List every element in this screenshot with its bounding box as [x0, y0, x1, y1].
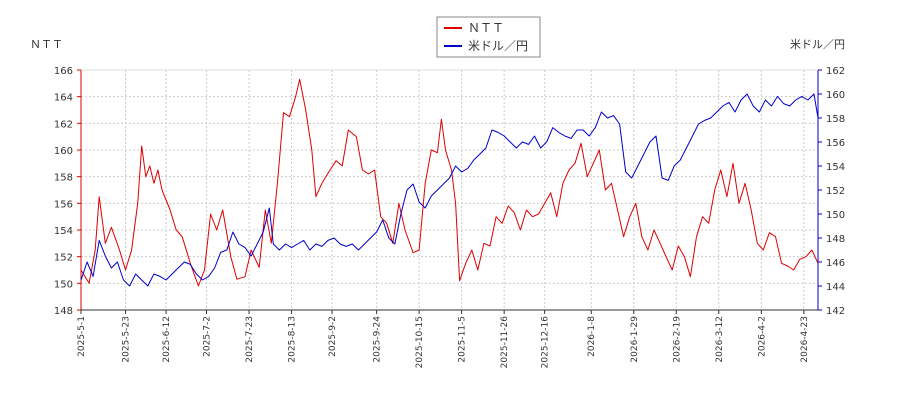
- x-tick-label: 2026-2-19: [672, 316, 682, 363]
- left-tick-label: 164: [54, 93, 73, 104]
- legend-label-usdjpy: 米ドル／円: [468, 39, 528, 53]
- x-tick-label: 2025-7-2: [203, 316, 213, 357]
- left-tick-label: 160: [54, 146, 73, 157]
- x-tick-label: 2025-10-15: [415, 316, 425, 368]
- x-tick-label: 2025-7-23: [245, 316, 255, 363]
- x-tick-label: 2025-6-12: [162, 316, 172, 363]
- right-tick-label: 162: [826, 66, 845, 77]
- right-tick-label: 150: [826, 210, 845, 221]
- x-axis: 2025-5-1 2025-5-23 2025-6-12 2025-7-2 2025-7…: [77, 310, 810, 368]
- legend-label-ntt: ＮＴＴ: [468, 21, 504, 35]
- x-tick-label: 2025-11-26: [500, 316, 510, 369]
- x-tick-label: 2025-9-24: [373, 316, 383, 363]
- left-axis-label: ＮＴＴ: [30, 38, 63, 51]
- left-tick-label: 150: [54, 279, 73, 290]
- left-tick-label: 162: [54, 119, 73, 130]
- left-tick-label: 166: [54, 66, 73, 77]
- series-line-ntt: [80, 78, 819, 287]
- right-tick-label: 160: [826, 90, 845, 101]
- x-tick-label: 2026-1-8: [587, 316, 597, 357]
- right-axis-label: 米ドル／円: [790, 38, 845, 51]
- x-tick-label: 2026-4-23: [800, 316, 810, 363]
- left-tick-label: 154: [54, 226, 73, 237]
- right-tick-label: 152: [826, 186, 845, 197]
- right-tick-label: 156: [826, 138, 845, 149]
- right-tick-label: 154: [826, 162, 845, 173]
- left-tick-label: 152: [54, 253, 73, 264]
- right-axis: 142 144 146 148 150 152 154 156 158 160 162: [818, 66, 845, 317]
- legend-box: [436, 16, 541, 58]
- x-tick-label: 2025-5-1: [77, 316, 87, 357]
- left-tick-label: 156: [54, 199, 73, 210]
- right-tick-label: 148: [826, 234, 845, 245]
- right-tick-label: 144: [826, 282, 845, 293]
- left-axis: 148 150 152 154 156 158 160 162 164 166: [54, 66, 81, 317]
- plot-frame: [80, 69, 819, 311]
- legend: ＮＴＴ 米ドル／円: [436, 16, 541, 58]
- x-tick-label: 2026-4-2: [757, 316, 767, 357]
- right-tick-label: 142: [826, 306, 845, 317]
- right-tick-label: 158: [826, 114, 845, 125]
- grid: [80, 69, 818, 311]
- left-tick-label: 148: [54, 306, 73, 317]
- series-line-usdjpy: [80, 93, 819, 287]
- x-tick-label: 2025-12-16: [541, 316, 551, 369]
- x-tick-label: 2026-3-12: [715, 316, 725, 363]
- x-tick-label: 2025-8-13: [288, 316, 298, 363]
- series-layer: [80, 78, 819, 287]
- right-tick-label: 146: [826, 258, 845, 269]
- x-tick-label: 2025-9-2: [328, 316, 338, 357]
- x-tick-label: 2026-1-29: [630, 316, 640, 363]
- x-tick-label: 2025-5-23: [122, 316, 132, 363]
- left-tick-label: 158: [54, 173, 73, 184]
- x-tick-label: 2025-11-5: [458, 316, 468, 363]
